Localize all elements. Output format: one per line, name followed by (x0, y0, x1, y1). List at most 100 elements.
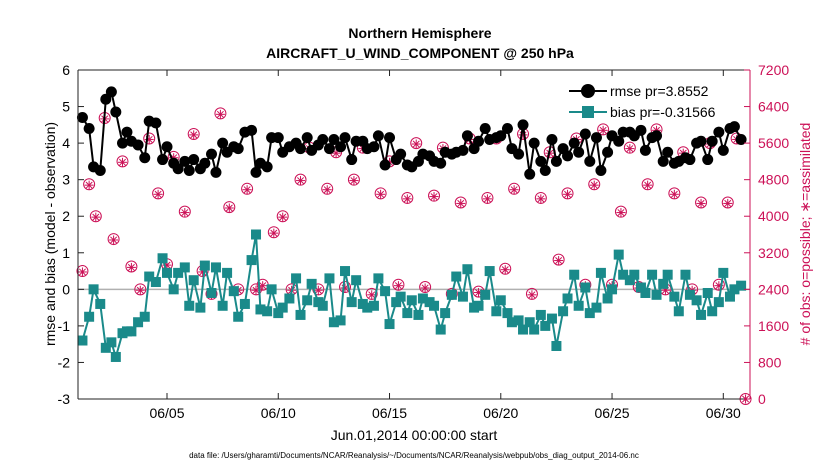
y-left-tick-label: 5 (62, 99, 70, 115)
x-tick-label: 06/30 (706, 405, 741, 421)
bias-point (484, 266, 495, 277)
bias-point (591, 302, 602, 313)
y-left-tick-label: -1 (58, 318, 71, 334)
rmse-point (651, 130, 663, 142)
bias-point (335, 315, 346, 326)
chart-title: Northern Hemisphere (348, 25, 491, 41)
bias-point (306, 278, 317, 289)
obs-possible-point (241, 182, 254, 195)
bias-point (77, 335, 88, 346)
rmse-point (206, 148, 218, 160)
obs-assimilated-point (509, 185, 519, 195)
obs-assimilated-point (296, 176, 306, 186)
rmse-point (188, 154, 200, 166)
bias-point (210, 262, 221, 273)
obs-possible-point (481, 191, 494, 204)
y-right-tick-label: 2400 (758, 281, 789, 297)
chart-subtitle: AIRCRAFT_U_WIND_COMPONENT @ 250 hPa (266, 45, 574, 61)
bias-point (302, 295, 313, 306)
rmse-point (461, 130, 473, 142)
rmse-point (706, 135, 718, 147)
bias-point (362, 302, 373, 313)
obs-possible-point (276, 210, 289, 223)
obs-possible-point (712, 278, 725, 291)
rmse-point (662, 146, 674, 158)
obs-assimilated-point (500, 265, 510, 275)
rmse-point (535, 155, 547, 167)
y-axis-right-label: # of obs: o=possible; ∗=assimilated (797, 123, 813, 346)
bias-point (429, 300, 440, 311)
bias-point (524, 317, 535, 328)
rmse-point (339, 132, 351, 144)
obs-assimilated-point (723, 198, 733, 208)
bias-point (495, 295, 506, 306)
bias-point (179, 262, 190, 273)
obs-possible-point (597, 123, 610, 136)
obs-assimilated-point (84, 180, 94, 190)
obs-possible-point (125, 260, 138, 273)
bias-point (691, 295, 702, 306)
bias-point (707, 306, 718, 317)
bias-point (168, 284, 179, 295)
rmse-point (76, 112, 88, 124)
bias-point (206, 287, 217, 298)
bias-point (595, 267, 606, 278)
obs-assimilated-point (643, 180, 653, 190)
bias-point (251, 229, 262, 240)
axes: -3 -2 -1 0 1 2 3 4 5 6 0 800 1600 2400 3200 4000 4800 560… (58, 62, 790, 421)
rmse-point (132, 139, 144, 151)
rmse-point (501, 122, 513, 134)
obs-assimilated-point (189, 130, 199, 140)
rmse-point (217, 137, 229, 149)
obs-assimilated-point (118, 157, 128, 167)
obs-possible-point (365, 287, 378, 300)
bias-point (246, 255, 257, 266)
rmse-point (250, 166, 262, 178)
y-left-tick-label: 0 (62, 281, 70, 297)
rmse-point (372, 130, 384, 142)
bias-point (440, 308, 451, 319)
obs-assimilated-point (242, 185, 252, 195)
rmse-point (513, 148, 525, 160)
y-left-tick-label: 6 (62, 62, 70, 78)
bias-point (435, 324, 446, 335)
obs-possible-point (508, 182, 521, 195)
bias-point (222, 267, 233, 278)
bias-point (110, 351, 121, 362)
rmse-point (517, 119, 529, 131)
bias-point (295, 309, 306, 320)
bias-point (662, 269, 673, 280)
bias-point (368, 300, 379, 311)
bias-point (139, 311, 150, 322)
rmse-point (183, 165, 195, 177)
rmse-point (94, 165, 106, 177)
x-tick-label: 06/25 (595, 405, 630, 421)
obs-possible-point (178, 205, 191, 218)
obs-possible-point (419, 281, 432, 294)
bias-point (673, 306, 684, 317)
bias-point (573, 300, 584, 311)
obs-possible-point (534, 191, 547, 204)
obs-possible-point (116, 155, 129, 168)
x-tick-label: 06/15 (372, 405, 407, 421)
rmse-point (335, 141, 347, 153)
rmse-point (457, 144, 469, 156)
y-right-tick-label: 4800 (758, 172, 789, 188)
bias-point (618, 269, 629, 280)
bias-point (696, 309, 707, 320)
bias-point (473, 300, 484, 311)
rmse-point (479, 122, 491, 134)
rmse-point (562, 150, 574, 162)
bias-point (217, 300, 228, 311)
obs-possible-point (267, 226, 280, 239)
obs-assimilated-point (669, 189, 679, 199)
obs-assimilated-point (393, 281, 403, 291)
obs-assimilated-point (269, 228, 279, 238)
rmse-point (346, 154, 358, 166)
rmse-point (161, 141, 173, 153)
obs-assimilated-point (696, 198, 706, 208)
bias-point (569, 269, 580, 280)
obs-assimilated-point (598, 125, 608, 135)
legend-bias-marker (582, 106, 594, 118)
rmse-point (584, 155, 596, 167)
